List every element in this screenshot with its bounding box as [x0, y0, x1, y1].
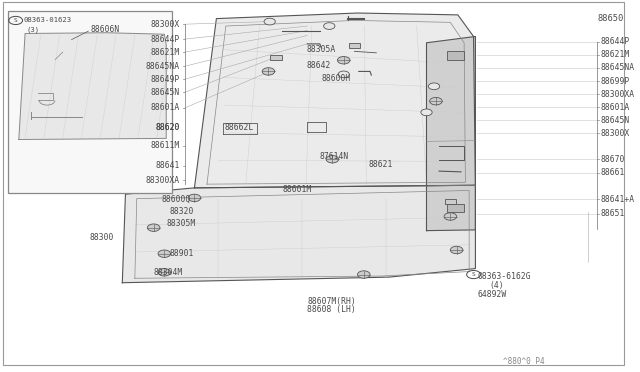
- Polygon shape: [122, 185, 476, 283]
- Text: 88649P: 88649P: [151, 75, 180, 84]
- Text: 88305A: 88305A: [306, 45, 335, 54]
- Circle shape: [147, 224, 160, 231]
- Text: 88621: 88621: [368, 160, 392, 169]
- Circle shape: [429, 97, 442, 105]
- Text: 88641+A: 88641+A: [600, 195, 634, 203]
- Polygon shape: [19, 33, 166, 140]
- Text: 88601M: 88601M: [282, 185, 312, 194]
- Text: 88607M(RH): 88607M(RH): [307, 297, 356, 306]
- Text: S: S: [472, 272, 476, 277]
- Circle shape: [326, 155, 339, 163]
- Text: 88645NA: 88645NA: [600, 63, 634, 72]
- Text: 87614N: 87614N: [320, 153, 349, 161]
- Text: 88620: 88620: [156, 123, 180, 132]
- Bar: [8, 11, 173, 193]
- Circle shape: [262, 68, 275, 75]
- Text: 08363-01623: 08363-01623: [24, 17, 72, 23]
- Bar: [445, 199, 456, 204]
- Text: 88642: 88642: [306, 61, 330, 70]
- Text: ^880^0 P4: ^880^0 P4: [503, 357, 545, 366]
- Polygon shape: [426, 36, 476, 231]
- Text: 88305M: 88305M: [166, 219, 195, 228]
- Text: 88645N: 88645N: [151, 88, 180, 97]
- Text: 88650: 88650: [597, 14, 623, 23]
- Text: 88641: 88641: [156, 161, 180, 170]
- Circle shape: [358, 271, 370, 278]
- Bar: [447, 51, 464, 60]
- Text: (4): (4): [489, 281, 504, 290]
- Circle shape: [421, 109, 432, 116]
- Circle shape: [451, 246, 463, 254]
- Text: 88601A: 88601A: [151, 103, 180, 112]
- Text: 88662L: 88662L: [225, 123, 254, 132]
- Text: 88601A: 88601A: [600, 103, 630, 112]
- Circle shape: [324, 23, 335, 29]
- Text: 88651: 88651: [600, 209, 625, 218]
- Circle shape: [158, 250, 171, 257]
- Text: 88300: 88300: [89, 233, 113, 242]
- Text: (3): (3): [26, 26, 40, 32]
- Circle shape: [49, 56, 61, 63]
- Text: 88611M: 88611M: [151, 141, 180, 150]
- Text: 88645N: 88645N: [600, 116, 630, 125]
- Text: 88300X: 88300X: [600, 129, 630, 138]
- Text: S: S: [14, 18, 17, 23]
- Text: 88644P: 88644P: [600, 37, 630, 46]
- Circle shape: [428, 83, 440, 90]
- Text: 88300X: 88300X: [151, 20, 180, 29]
- Text: 88606N: 88606N: [91, 25, 120, 34]
- Text: 88621M: 88621M: [151, 48, 180, 57]
- Circle shape: [264, 18, 275, 25]
- Text: 88600H: 88600H: [321, 74, 350, 83]
- Text: 88661: 88661: [600, 169, 625, 177]
- Text: 88300XA: 88300XA: [146, 176, 180, 185]
- Text: 88901: 88901: [170, 249, 194, 258]
- Polygon shape: [195, 13, 476, 188]
- Circle shape: [188, 194, 201, 202]
- Text: 88645NA: 88645NA: [146, 62, 180, 71]
- Circle shape: [444, 213, 456, 220]
- Bar: [270, 55, 282, 60]
- Text: 88670: 88670: [600, 155, 625, 164]
- Circle shape: [338, 71, 349, 78]
- Text: 88300XA: 88300XA: [600, 90, 634, 99]
- Bar: [349, 43, 360, 48]
- Text: 88621M: 88621M: [600, 50, 630, 59]
- Text: 08363-6162G: 08363-6162G: [478, 272, 532, 280]
- Circle shape: [158, 269, 171, 276]
- Text: 88320: 88320: [170, 207, 194, 216]
- Text: 88600Q: 88600Q: [162, 195, 191, 203]
- Circle shape: [337, 57, 350, 64]
- Bar: [447, 204, 464, 212]
- Text: 88699P: 88699P: [600, 77, 630, 86]
- Text: 88608 (LH): 88608 (LH): [307, 305, 356, 314]
- Text: 88644P: 88644P: [151, 35, 180, 44]
- Text: 64892W: 64892W: [478, 290, 507, 299]
- Text: 88620: 88620: [156, 123, 180, 132]
- Text: 88304M: 88304M: [154, 268, 183, 277]
